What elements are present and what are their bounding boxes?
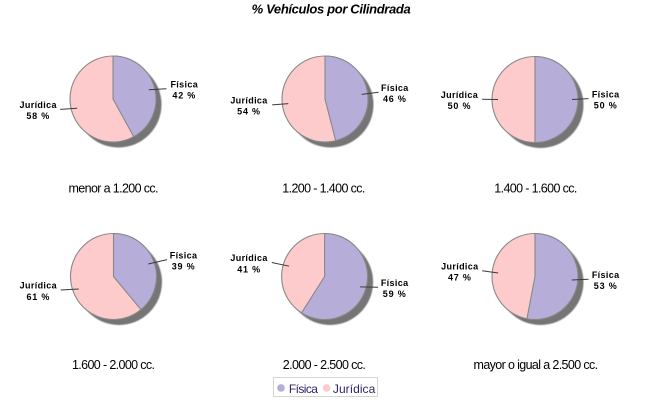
svg-text:Física: Física	[170, 250, 198, 260]
svg-text:46 %: 46 %	[383, 94, 407, 104]
svg-text:50 %: 50 %	[448, 101, 472, 111]
svg-text:Física: Física	[289, 382, 318, 396]
svg-text:Jurídica: Jurídica	[230, 96, 268, 106]
svg-text:menor a 1.200 cc.: menor a 1.200 cc.	[69, 181, 159, 195]
svg-text:Física: Física	[381, 278, 409, 288]
svg-text:53 %: 53 %	[594, 281, 618, 291]
svg-text:39 %: 39 %	[172, 261, 196, 271]
svg-text:2.000 - 2.500 cc.: 2.000 - 2.500 cc.	[283, 358, 366, 372]
svg-text:1.600 - 2.000 cc.: 1.600 - 2.000 cc.	[72, 358, 155, 372]
svg-text:Física: Física	[592, 270, 620, 280]
svg-text:47 %: 47 %	[448, 273, 472, 283]
svg-text:Física: Física	[592, 89, 620, 99]
svg-text:59 %: 59 %	[383, 289, 407, 299]
svg-text:42 %: 42 %	[172, 91, 196, 101]
svg-text:Jurídica: Jurídica	[230, 253, 268, 263]
svg-text:Jurídica: Jurídica	[333, 382, 376, 396]
svg-text:61 %: 61 %	[26, 292, 50, 302]
svg-text:Jurídica: Jurídica	[441, 90, 479, 100]
svg-text:54 %: 54 %	[237, 107, 261, 117]
svg-text:Física: Física	[170, 79, 198, 89]
svg-text:1.200 - 1.400 cc.: 1.200 - 1.400 cc.	[282, 181, 365, 195]
svg-text:58 %: 58 %	[26, 111, 50, 121]
svg-text:Jurídica: Jurídica	[20, 100, 58, 110]
svg-text:% Vehículos por Cilindrada: % Vehículos por Cilindrada	[252, 1, 411, 16]
svg-text:41 %: 41 %	[237, 264, 261, 274]
svg-text:Jurídica: Jurídica	[441, 262, 479, 272]
svg-text:Física: Física	[381, 83, 409, 93]
svg-text:Jurídica: Jurídica	[20, 281, 58, 291]
svg-text:50 %: 50 %	[594, 100, 618, 110]
svg-text:1.400 - 1.600 cc.: 1.400 - 1.600 cc.	[494, 181, 577, 195]
svg-text:mayor o igual a 2.500 cc.: mayor o igual a 2.500 cc.	[474, 358, 598, 372]
